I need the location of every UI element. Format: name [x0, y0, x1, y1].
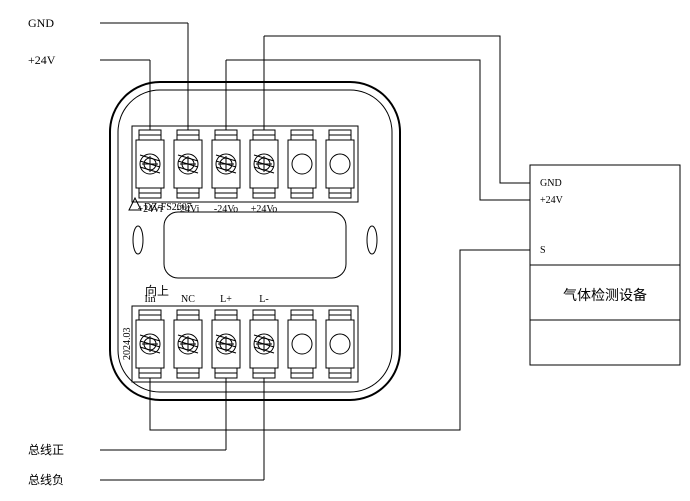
bus-neg-label: 总线负	[28, 473, 64, 487]
gnd-label: GND	[28, 16, 54, 30]
date-label: 2024.03	[122, 328, 133, 361]
bot-term-label: L+	[220, 294, 232, 305]
top-term-label: -24Vo	[214, 204, 238, 215]
ext-title: 气体检测设备	[563, 287, 647, 304]
bus-pos-label: 总线正	[28, 443, 64, 457]
bot-term-label: NC	[181, 294, 195, 305]
p24v-label: +24V	[28, 53, 56, 67]
model-label: DZ-FS2607	[144, 202, 192, 213]
ext-gnd-label: GND	[540, 178, 562, 189]
top-term-label: +24Vo	[251, 204, 278, 215]
bot-term-label: L-	[259, 294, 268, 305]
up-label: 向上	[145, 283, 169, 298]
ext-s-label: S	[540, 245, 546, 256]
ext-24v-label: +24V	[540, 195, 564, 206]
